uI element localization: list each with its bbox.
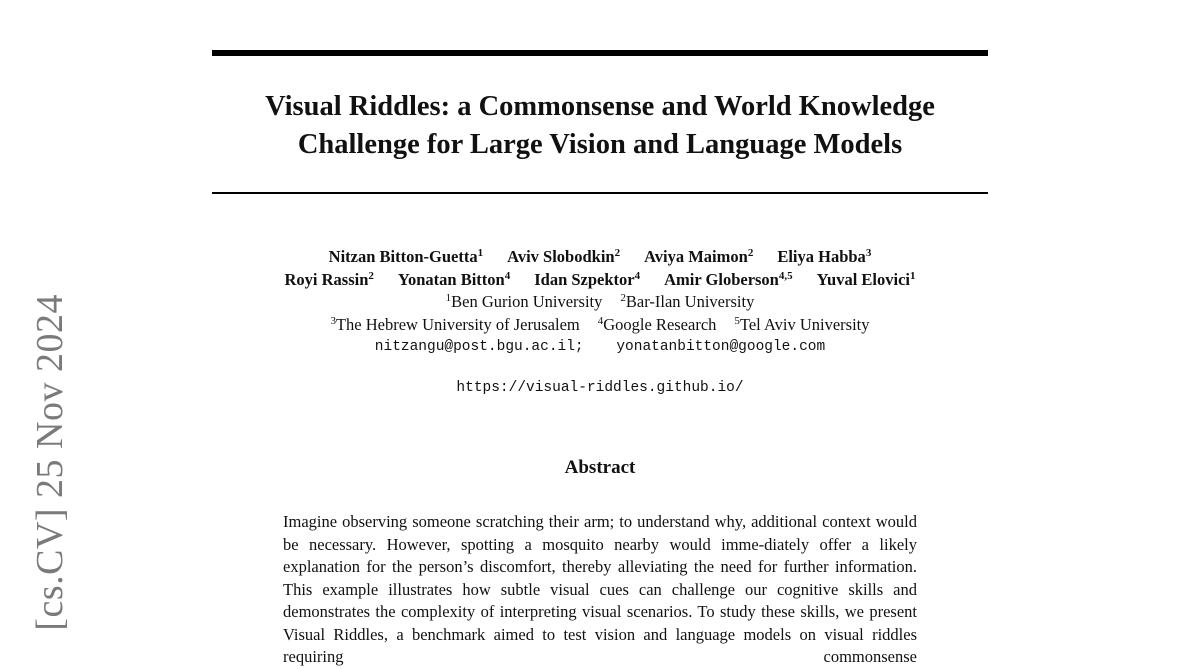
- author: Nitzan Bitton-Guetta1: [329, 247, 483, 266]
- abstract-heading: Abstract: [564, 457, 636, 478]
- affiliation: 3The Hebrew University of Jerusalem: [330, 315, 579, 334]
- author: Amir Globerson4,5: [664, 270, 793, 289]
- email[interactable]: yonatanbitton@google.com: [616, 339, 826, 355]
- affiliation: 1Ben Gurion University: [446, 292, 603, 311]
- name: Aviya Maimon: [644, 247, 748, 266]
- name: Yuval Elovici: [816, 269, 910, 289]
- affiliation-marker: 3: [865, 247, 872, 259]
- affiliation-marker: 1: [445, 292, 452, 304]
- email[interactable]: nitzangu@post.bgu.ac.il;: [374, 339, 584, 355]
- affiliation-marker: 5: [734, 314, 740, 327]
- affiliation-marker: 4: [504, 269, 511, 282]
- affiliation: 5Tel Aviv University: [734, 315, 869, 334]
- affiliation-marker: 4: [597, 314, 604, 327]
- author-block: Nitzan Bitton-Guetta1 Aviv Slobodkin2 Aviy…: [150, 246, 1050, 359]
- authors-row-2: Royi Rassin2 Yonatan Bitton4 Idan Szpektor…: [150, 269, 1050, 292]
- authors-row-1: Nitzan Bitton-Guetta1 Aviv Slobodkin2 Aviy…: [150, 246, 1050, 269]
- author: Eliya Habba3: [777, 247, 871, 266]
- author: Aviya Maimon2: [644, 247, 753, 266]
- affiliation-marker: 4,5: [778, 269, 793, 282]
- affiliation: 4Google Research: [598, 315, 717, 334]
- affiliation-marker: 2: [368, 269, 374, 282]
- affiliation-marker: 4: [634, 269, 641, 282]
- affiliation-marker: 1: [910, 269, 916, 282]
- name: Bar-Ilan University: [625, 292, 755, 311]
- author: Yuval Elovici1: [817, 270, 916, 289]
- affiliation-marker: 2: [614, 247, 621, 259]
- author: Aviv Slobodkin2: [507, 247, 620, 266]
- affiliations-row-1: 1Ben Gurion University 2Bar-Ilan Universi…: [150, 291, 1050, 314]
- affiliation-marker: 2: [620, 292, 626, 304]
- name: Yonatan Bitton: [397, 269, 505, 289]
- name: The Hebrew University of Jerusalem: [335, 314, 580, 334]
- name: Aviv Slobodkin: [507, 247, 615, 266]
- author: Yonatan Bitton4: [398, 270, 510, 289]
- title-line-2: Challenge for Large Vision and Language …: [297, 129, 903, 160]
- name: Nitzan Bitton-Guetta: [328, 247, 478, 266]
- paper-title: Visual Riddles: a Commonsense and World …: [150, 88, 1050, 164]
- affiliation-marker: 2: [747, 247, 754, 259]
- affiliation-marker: 1: [477, 247, 484, 259]
- top-rule: [212, 50, 988, 56]
- name: Eliya Habba: [777, 247, 866, 266]
- affiliations-row-2: 3The Hebrew University of Jerusalem 4Goog…: [150, 314, 1050, 337]
- arxiv-stamp: [cs.CV] 25 Nov 2024: [29, 294, 71, 631]
- author: Royi Rassin2: [284, 270, 373, 289]
- name: Google Research: [603, 314, 717, 334]
- affiliation: 2Bar-Ilan University: [620, 292, 754, 311]
- author: Idan Szpektor4: [534, 270, 640, 289]
- project-url[interactable]: https://visual-riddles.github.io/: [456, 380, 744, 396]
- name: Tel Aviv University: [739, 314, 870, 334]
- title-line-1: Visual Riddles: a Commonsense and World …: [265, 91, 935, 122]
- name: Ben Gurion University: [451, 292, 603, 311]
- emails: nitzangu@post.bgu.ac.il; yonatanbitton@g…: [150, 336, 1050, 359]
- name: Idan Szpektor: [534, 269, 635, 289]
- affiliation-marker: 3: [330, 314, 336, 327]
- name: Amir Globerson: [664, 269, 779, 289]
- title-rule: [212, 192, 988, 194]
- name: Royi Rassin: [284, 269, 369, 289]
- abstract-text: Imagine observing someone scratching the…: [283, 512, 917, 666]
